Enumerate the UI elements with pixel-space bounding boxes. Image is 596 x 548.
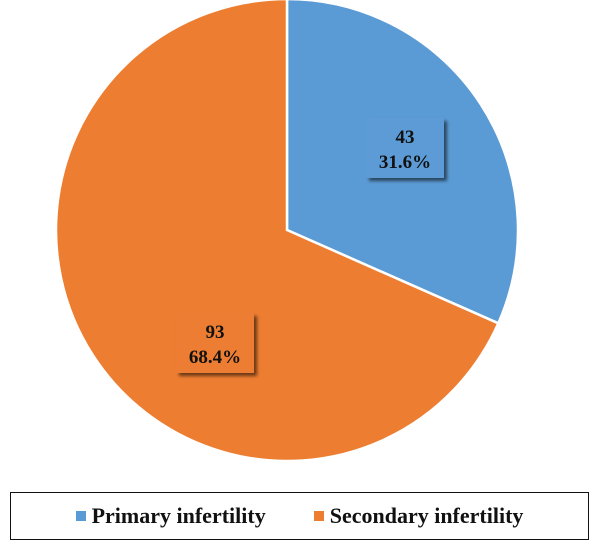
data-label-percent: 68.4% [189,347,241,368]
legend-item-primary: Primary infertility [75,503,266,529]
data-label-value: 93 [206,322,225,343]
legend-label-secondary: Secondary infertility [329,503,524,528]
data-label-percent: 31.6% [379,152,431,173]
legend-swatch-primary [75,511,86,521]
legend-swatch-secondary [313,511,324,521]
legend-label-primary: Primary infertility [91,503,266,528]
data-label-box [176,313,254,373]
legend-item-secondary: Secondary infertility [313,503,524,529]
data-label-secondary: 93 68.4% [176,313,254,373]
data-label-box [366,118,444,178]
pie-slice-secondary [54,0,500,463]
pie-chart: 43 31.6% 93 68.4% [54,0,520,463]
data-label-primary: 43 31.6% [366,118,444,178]
chart-legend: Primary infertility Secondary infertilit… [10,492,589,540]
data-label-value: 43 [396,127,415,148]
